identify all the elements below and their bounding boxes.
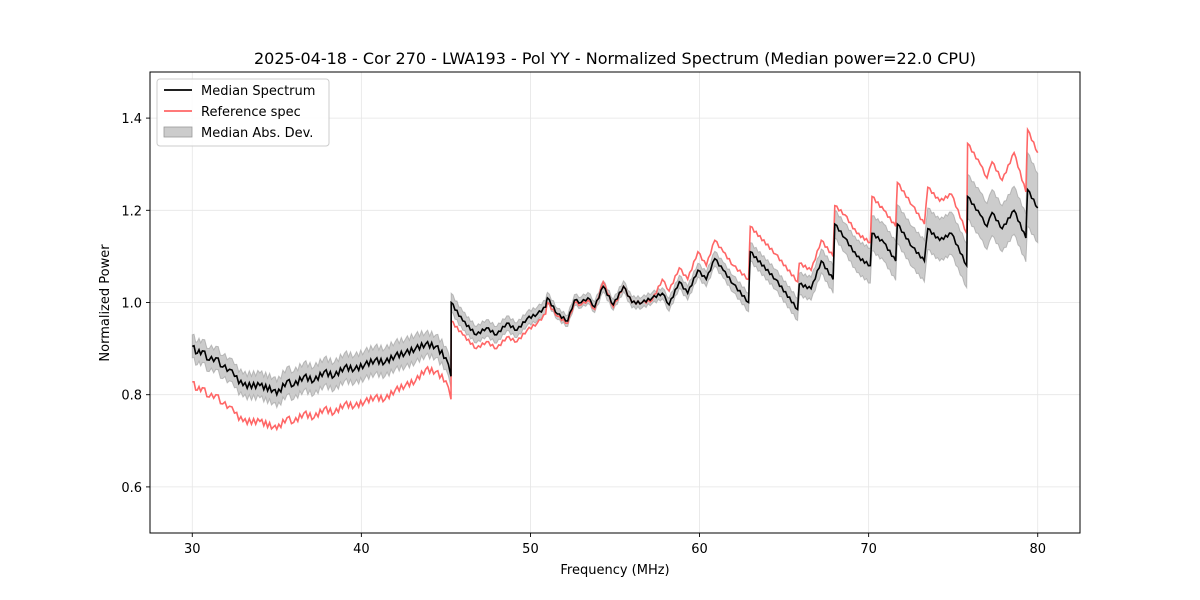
legend-frame	[156, 78, 330, 147]
x-tick-label: 50	[522, 542, 539, 557]
y-tick-label: 0.8	[121, 389, 142, 404]
x-tick-label: 40	[353, 542, 370, 557]
mad-band	[191, 151, 1039, 410]
y-axis-label: Normalized Power	[98, 244, 113, 362]
y-tick-label: 0.6	[121, 481, 142, 496]
x-tick-label: 70	[860, 542, 877, 557]
y-tick-label: 1.0	[121, 297, 142, 312]
chart-title: 2025-04-18 - Cor 270 - LWA193 - Pol YY -…	[254, 49, 976, 68]
legend-label-mad: Median Abs. Dev.	[201, 126, 313, 141]
y-axis-ticks: 0.6 0.8 1.0 1.2 1.4	[121, 112, 150, 496]
x-axis-label: Frequency (MHz)	[560, 563, 669, 578]
y-tick-label: 1.2	[121, 204, 142, 219]
plot-area	[149, 71, 1081, 534]
legend-label-reference: Reference spec	[201, 105, 301, 120]
x-tick-label: 30	[184, 542, 201, 557]
x-axis-ticks: 30 40 50 60 70 80	[184, 533, 1046, 557]
median-spectrum-line	[192, 187, 1039, 398]
y-tick-label: 1.4	[121, 112, 142, 127]
legend-swatch-mad	[163, 126, 193, 138]
legend-label-median: Median Spectrum	[201, 84, 315, 99]
x-tick-label: 60	[691, 542, 708, 557]
legend: Median Spectrum Reference spec Median Ab…	[156, 78, 330, 147]
x-tick-label: 80	[1029, 542, 1046, 557]
